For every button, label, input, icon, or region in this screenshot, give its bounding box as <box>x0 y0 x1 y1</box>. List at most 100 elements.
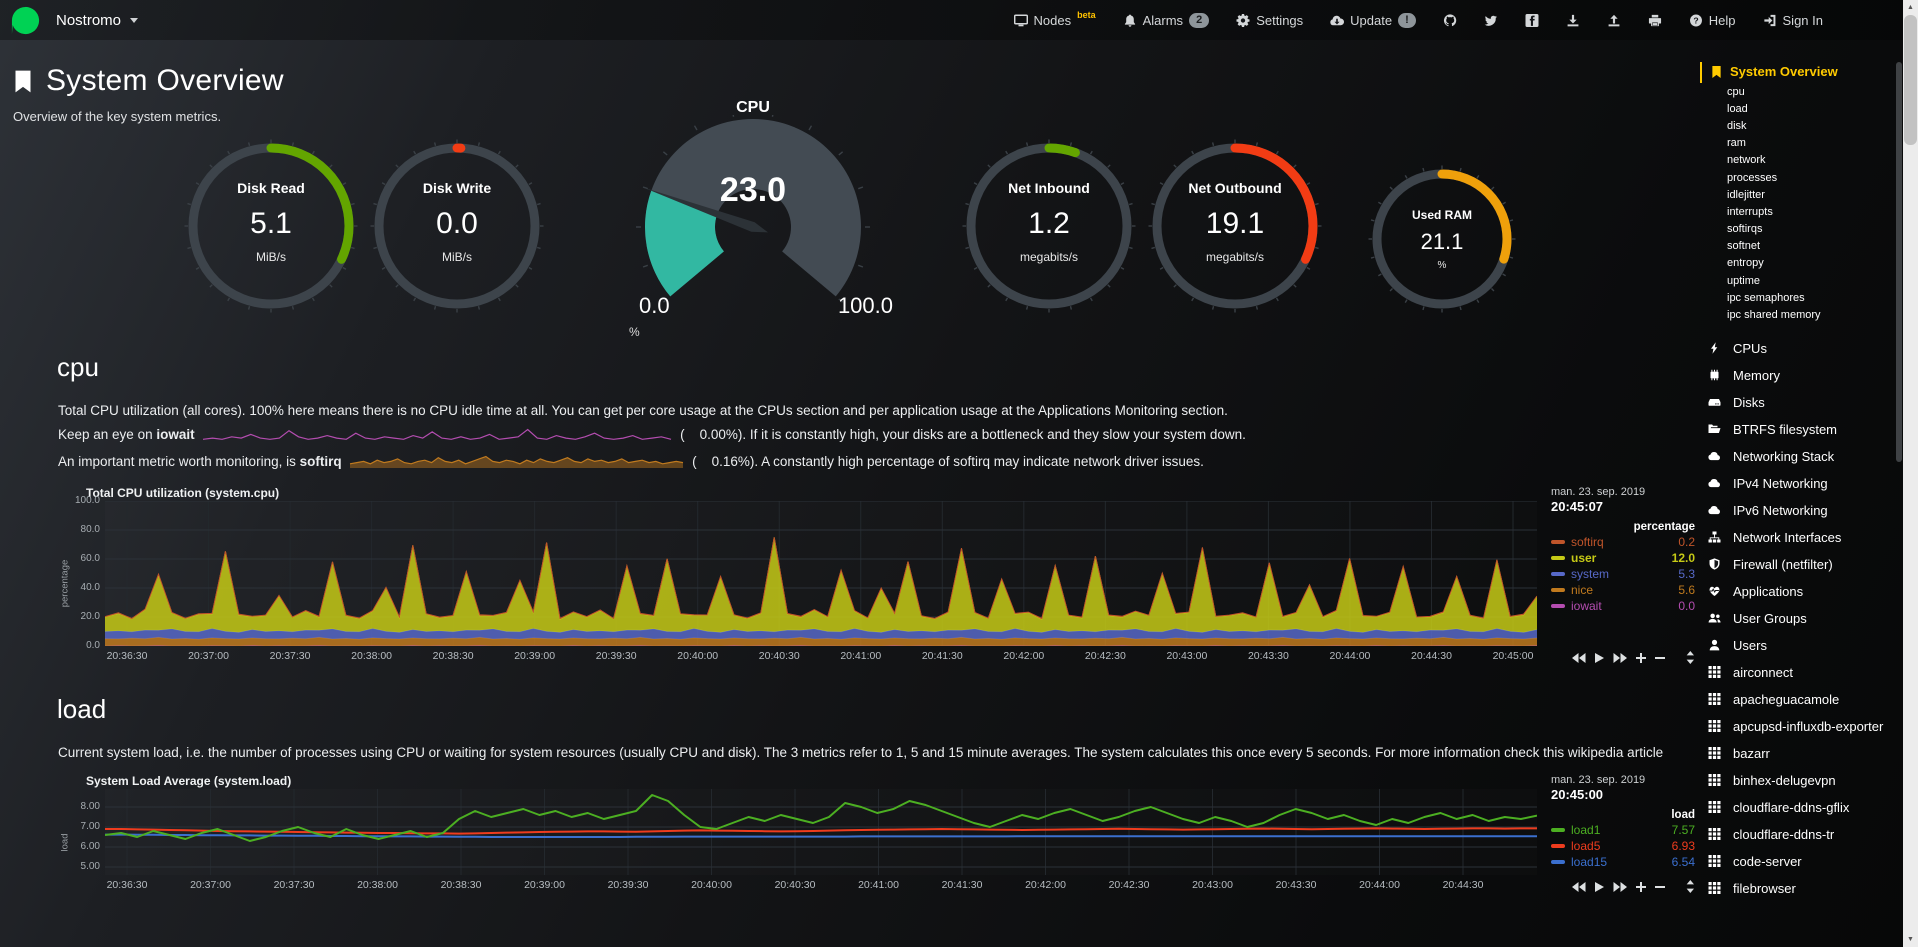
x-tick-label: 20:41:30 <box>941 879 983 891</box>
zoom-in-button[interactable] <box>1636 881 1647 892</box>
sidebar-item-cloudflare-ddns-gflix[interactable]: cloudflare-ddns-gflix <box>1700 795 1903 822</box>
gauge-net-outbound[interactable]: Net Outbound 19.1 megabits/s <box>1147 138 1323 314</box>
y-tick-label: 0.0 <box>86 640 100 651</box>
gauge-used-ram[interactable]: Used RAM 21.1% <box>1367 164 1517 314</box>
hdd-icon <box>1708 396 1723 412</box>
legend-units: load <box>1671 809 1695 821</box>
sidebar-item-ipv6-networking[interactable]: IPv6 Networking <box>1700 498 1903 525</box>
chart-plot-cpu[interactable]: 20:36:30 20:37:00 20:37:30 20:38:00 20:38:30… <box>105 501 1537 666</box>
gauge-min: 0.0 <box>639 293 670 318</box>
sidebar-item-btrfs-filesystem[interactable]: BTRFS filesystem <box>1700 417 1903 444</box>
softirq-sparkline[interactable] <box>349 453 684 477</box>
sidebar-item-processes[interactable]: processes <box>1700 169 1903 186</box>
sidebar-item-entropy[interactable]: entropy <box>1700 255 1903 272</box>
legend-item-load1[interactable]: load1 7.57 <box>1551 823 1695 837</box>
sidebar-item-firewall-netfilter[interactable]: Firewall (netfilter) <box>1700 552 1903 579</box>
sidebar-item-user-groups[interactable]: User Groups <box>1700 606 1903 633</box>
sidebar-item-label: interrupts <box>1727 205 1773 218</box>
sidebar-item-idlejitter[interactable]: idlejitter <box>1700 186 1903 203</box>
sidebar-item-ipc-shared-memory[interactable]: ipc shared memory <box>1700 306 1903 323</box>
sidebar-item-load[interactable]: load <box>1700 100 1903 117</box>
nav-github[interactable] <box>1443 13 1457 27</box>
resize-handle[interactable] <box>1686 651 1695 664</box>
gauge-cpu[interactable]: CPU 23.0 0.0 100.0% <box>597 99 909 339</box>
legend-item-iowait[interactable]: iowait 0.0 <box>1551 599 1695 613</box>
legend-swatch <box>1551 556 1565 560</box>
skip-back-button[interactable] <box>1572 652 1586 663</box>
nav-update[interactable]: Update! <box>1330 12 1416 28</box>
legend-item-load5[interactable]: load5 6.93 <box>1551 839 1695 853</box>
sidebar-item-apacheguacamole[interactable]: apacheguacamole <box>1700 687 1903 714</box>
sidebar-item-disks[interactable]: Disks <box>1700 390 1903 417</box>
legend-label: iowait <box>1571 599 1602 613</box>
skip-forward-button[interactable] <box>1613 652 1628 663</box>
sidebar-item-label: BTRFS filesystem <box>1733 421 1838 437</box>
gauge-disk-read[interactable]: Disk Read 5.1 MiB/s <box>183 138 359 314</box>
nav-facebook[interactable] <box>1525 13 1539 27</box>
sidebar-item-uptime[interactable]: uptime <box>1700 272 1903 289</box>
sidebar-item-airconnect[interactable]: airconnect <box>1700 660 1903 687</box>
gauge-disk-write[interactable]: Disk Write 0.0 MiB/s <box>369 138 545 314</box>
sidebar-item-label: System Overview <box>1730 64 1838 79</box>
sidebar-item-network[interactable]: network <box>1700 152 1903 169</box>
sidebar-item-users[interactable]: Users <box>1700 633 1903 660</box>
legend-swatch <box>1551 860 1565 864</box>
skip-back-button[interactable] <box>1572 881 1586 892</box>
sidebar-item-bazarr[interactable]: bazarr <box>1700 741 1903 768</box>
nav-settings[interactable]: Settings <box>1236 13 1303 28</box>
legend-item-system[interactable]: system 5.3 <box>1551 567 1695 581</box>
sidebar-item-apcupsd-influxdb-exporter[interactable]: apcupsd-influxdb-exporter <box>1700 714 1903 741</box>
sidebar-item-disk[interactable]: disk <box>1700 117 1903 134</box>
sidebar-item-code-server[interactable]: code-server <box>1700 849 1903 876</box>
nav-twitter[interactable] <box>1484 14 1498 27</box>
nav-help[interactable]: ? Help <box>1689 13 1736 28</box>
play-button[interactable] <box>1595 652 1605 663</box>
zoom-out-button[interactable] <box>1655 653 1666 663</box>
iowait-sparkline[interactable] <box>202 426 672 450</box>
nav-sign-in[interactable]: Sign In <box>1763 13 1823 28</box>
sidebar-item-applications[interactable]: Applications <box>1700 579 1903 606</box>
page-scrollbar[interactable]: ▲ ▼ <box>1903 0 1918 947</box>
nav-upload[interactable] <box>1607 14 1621 27</box>
nav-print[interactable] <box>1648 14 1662 27</box>
sidebar-item-ipc-semaphores[interactable]: ipc semaphores <box>1700 289 1903 306</box>
sidebar-item-ram[interactable]: ram <box>1700 135 1903 152</box>
sidebar-item-interrupts[interactable]: interrupts <box>1700 203 1903 220</box>
legend-item-nice[interactable]: nice 5.6 <box>1551 583 1695 597</box>
sidebar-item-networking-stack[interactable]: Networking Stack <box>1700 444 1903 471</box>
zoom-out-button[interactable] <box>1655 882 1666 892</box>
text: A constantly high percentage of softirq … <box>758 454 1204 469</box>
play-button[interactable] <box>1595 881 1605 892</box>
sidebar-item-network-interfaces[interactable]: Network Interfaces <box>1700 525 1903 552</box>
sidebar-item-cpu[interactable]: cpu <box>1700 83 1903 100</box>
scroll-up-arrow[interactable]: ▲ <box>1907 4 1914 11</box>
section-heading-cpu: cpu <box>57 352 99 382</box>
resize-handle[interactable] <box>1686 880 1695 893</box>
sidebar-item-softirqs[interactable]: softirqs <box>1700 221 1903 238</box>
legend-item-user[interactable]: user 12.0 <box>1551 551 1695 565</box>
hostname-selector[interactable]: Nostromo <box>56 12 139 29</box>
nav-alarms[interactable]: Alarms 2 <box>1123 12 1210 28</box>
gauge-net-inbound[interactable]: Net Inbound 1.2 megabits/s <box>961 138 1137 314</box>
sidebar-item-softnet[interactable]: softnet <box>1700 238 1903 255</box>
scroll-down-arrow[interactable]: ▼ <box>1907 936 1914 943</box>
netdata-logo-icon[interactable] <box>10 5 41 36</box>
scrollbar-thumb[interactable] <box>1904 15 1917 145</box>
sidebar-item-filebrowser[interactable]: filebrowser <box>1700 876 1903 903</box>
nav-nodes[interactable]: Nodes beta <box>1013 10 1096 28</box>
zoom-in-button[interactable] <box>1636 652 1647 663</box>
sidebar-item-memory[interactable]: Memory <box>1700 363 1903 390</box>
gauge-units: % <box>629 325 640 339</box>
sidebar-item-cpus[interactable]: CPUs <box>1700 336 1903 363</box>
sidebar-item-cloudflare-ddns-tr[interactable]: cloudflare-ddns-tr <box>1700 822 1903 849</box>
x-tick-label: 20:43:30 <box>1247 650 1289 662</box>
sidebar-scrollbar-thumb[interactable] <box>1896 62 1902 462</box>
chart-plot-load[interactable]: 20:36:30 20:37:00 20:37:30 20:38:00 20:38:30… <box>105 789 1537 895</box>
sidebar-item-system-overview[interactable]: System Overview <box>1700 62 1903 83</box>
legend-item-softirq[interactable]: softirq 0.2 <box>1551 535 1695 549</box>
sidebar-item-ipv4-networking[interactable]: IPv4 Networking <box>1700 471 1903 498</box>
sidebar-item-binhex-delugevpn[interactable]: binhex-delugevpn <box>1700 768 1903 795</box>
nav-download[interactable] <box>1566 14 1580 27</box>
skip-forward-button[interactable] <box>1613 881 1628 892</box>
legend-item-load15[interactable]: load15 6.54 <box>1551 855 1695 869</box>
